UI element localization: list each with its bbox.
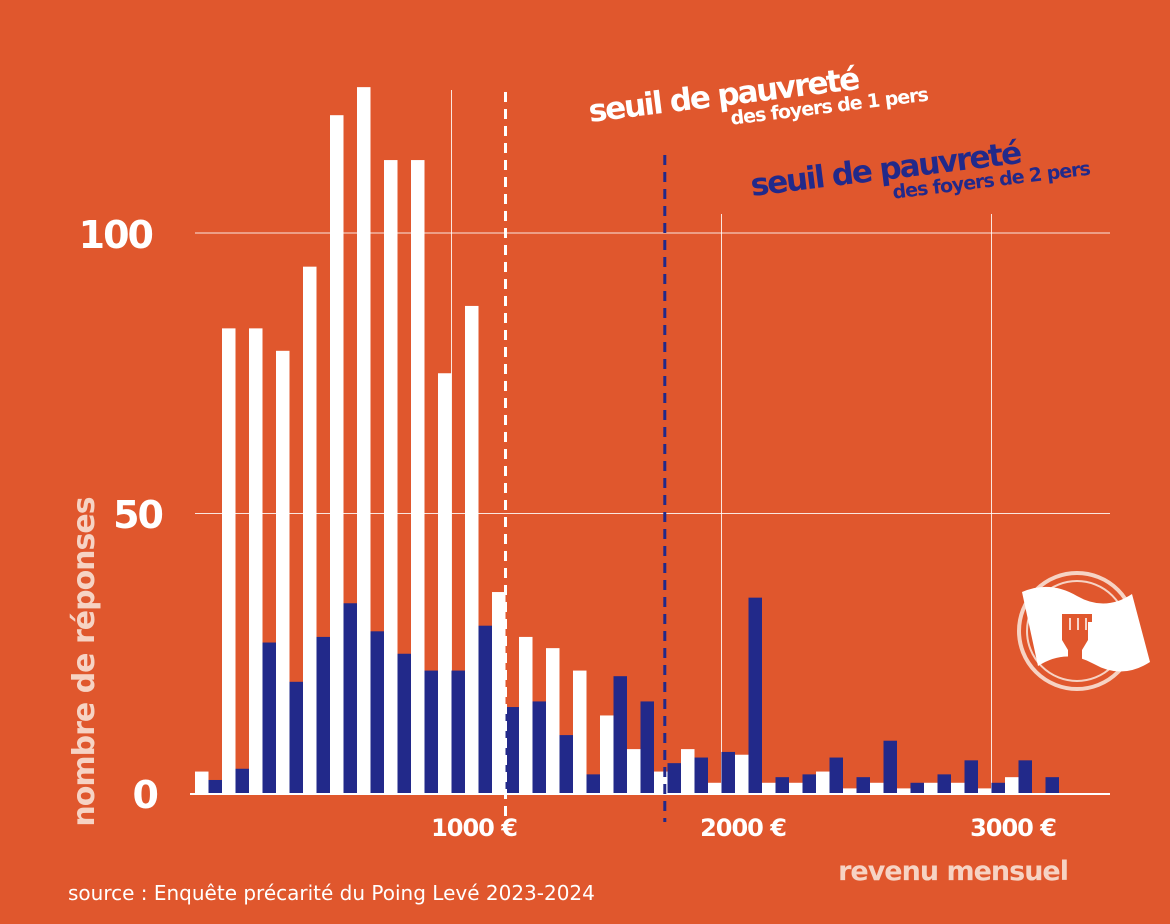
y-tick-label-100: 100 — [79, 213, 153, 257]
bar-series1-1700 — [640, 701, 654, 794]
bar-series1-1900 — [694, 757, 708, 794]
bar-series0-1100 — [465, 305, 479, 794]
bar-series0-2400 — [816, 771, 830, 794]
bar-series0-1000 — [438, 373, 452, 794]
x-tick-label-1000: 1000 € — [431, 814, 517, 842]
bar-series0-700 — [357, 87, 371, 794]
bar-series1-600 — [343, 603, 357, 794]
bar-series0-1500 — [573, 670, 587, 794]
bar-series1-3000 — [991, 782, 1005, 794]
bar-series1-2200 — [775, 777, 789, 794]
x-axis-title: revenu mensuel — [838, 856, 1068, 887]
bar-series0-1200 — [492, 592, 506, 794]
source-note: source : Enquête précarité du Poing Levé… — [68, 881, 595, 905]
bar-series0-2900 — [951, 782, 965, 794]
bar-series0-1600 — [600, 715, 614, 794]
bar-series1-1500 — [586, 774, 600, 794]
annotation-2pers: seuil de pauvreté des foyers de 2 pers — [749, 135, 1092, 204]
x-tick-label-3000: 3000 € — [970, 814, 1056, 842]
bar-series1-1300 — [532, 701, 546, 794]
bar-series1-1800 — [667, 763, 681, 794]
y-tick-label-50: 50 — [113, 493, 162, 537]
bar-series0-2000 — [708, 782, 722, 794]
bars — [195, 87, 1059, 794]
bar-series0-600 — [330, 115, 344, 794]
bar-series1-200 — [235, 768, 249, 794]
y-axis-title: nombre de réponses — [67, 497, 102, 826]
bar-series1-2600 — [883, 740, 897, 794]
bar-series1-2800 — [937, 774, 951, 794]
bar-series1-1600 — [613, 676, 627, 794]
bar-series1-100 — [208, 779, 222, 794]
bar-series0-200 — [222, 328, 236, 794]
bar-series1-2300 — [802, 774, 816, 794]
bar-series0-2200 — [762, 782, 776, 794]
bar-series0-2100 — [735, 754, 749, 794]
bar-series0-2500 — [843, 788, 857, 794]
bar-series0-2300 — [789, 782, 803, 794]
bar-series1-2900 — [964, 760, 978, 794]
bar-series1-3100 — [1018, 760, 1032, 794]
bar-series1-800 — [397, 653, 411, 794]
bar-series0-3000 — [978, 788, 992, 794]
bar-series0-900 — [411, 160, 425, 794]
bar-series0-2700 — [897, 788, 911, 794]
bar-series0-1900 — [681, 749, 695, 794]
bar-series0-100 — [195, 771, 209, 794]
bar-series0-300 — [249, 328, 263, 794]
bar-series0-1300 — [519, 636, 533, 794]
bar-series1-1400 — [559, 735, 573, 794]
annotation-1pers: seuil de pauvreté des foyers de 1 pers — [587, 61, 930, 130]
y-tick-label-0: 0 — [133, 773, 158, 817]
bar-series1-500 — [316, 636, 330, 794]
raised-fist-flag-icon — [1017, 571, 1150, 691]
bar-series1-2500 — [856, 777, 870, 794]
bar-series1-1100 — [478, 625, 492, 794]
bar-series1-2000 — [721, 751, 735, 794]
bar-series0-3100 — [1005, 777, 1019, 794]
bar-series0-1400 — [546, 648, 560, 794]
bar-series1-2400 — [829, 757, 843, 794]
bar-series1-300 — [262, 642, 276, 794]
bar-series0-500 — [303, 266, 317, 794]
bar-series0-2800 — [924, 782, 938, 794]
bar-series0-800 — [384, 160, 398, 794]
annotation-1pers-title: seuil de pauvreté — [587, 61, 861, 130]
bar-series1-900 — [424, 670, 438, 794]
bar-series0-400 — [276, 350, 290, 794]
annotation-2pers-title: seuil de pauvreté — [749, 135, 1023, 204]
threshold-lines — [504, 92, 667, 822]
bar-series1-2100 — [748, 597, 762, 794]
bar-series0-1700 — [627, 749, 641, 794]
bar-series1-1200 — [505, 707, 519, 794]
bar-series1-2700 — [910, 782, 924, 794]
bar-series1-700 — [370, 631, 384, 794]
x-tick-label-2000: 2000 € — [700, 814, 786, 842]
bar-series1-400 — [289, 681, 303, 794]
bar-series1-1000 — [451, 670, 465, 794]
bar-series0-2600 — [870, 782, 884, 794]
bar-series1-3200 — [1045, 777, 1059, 794]
